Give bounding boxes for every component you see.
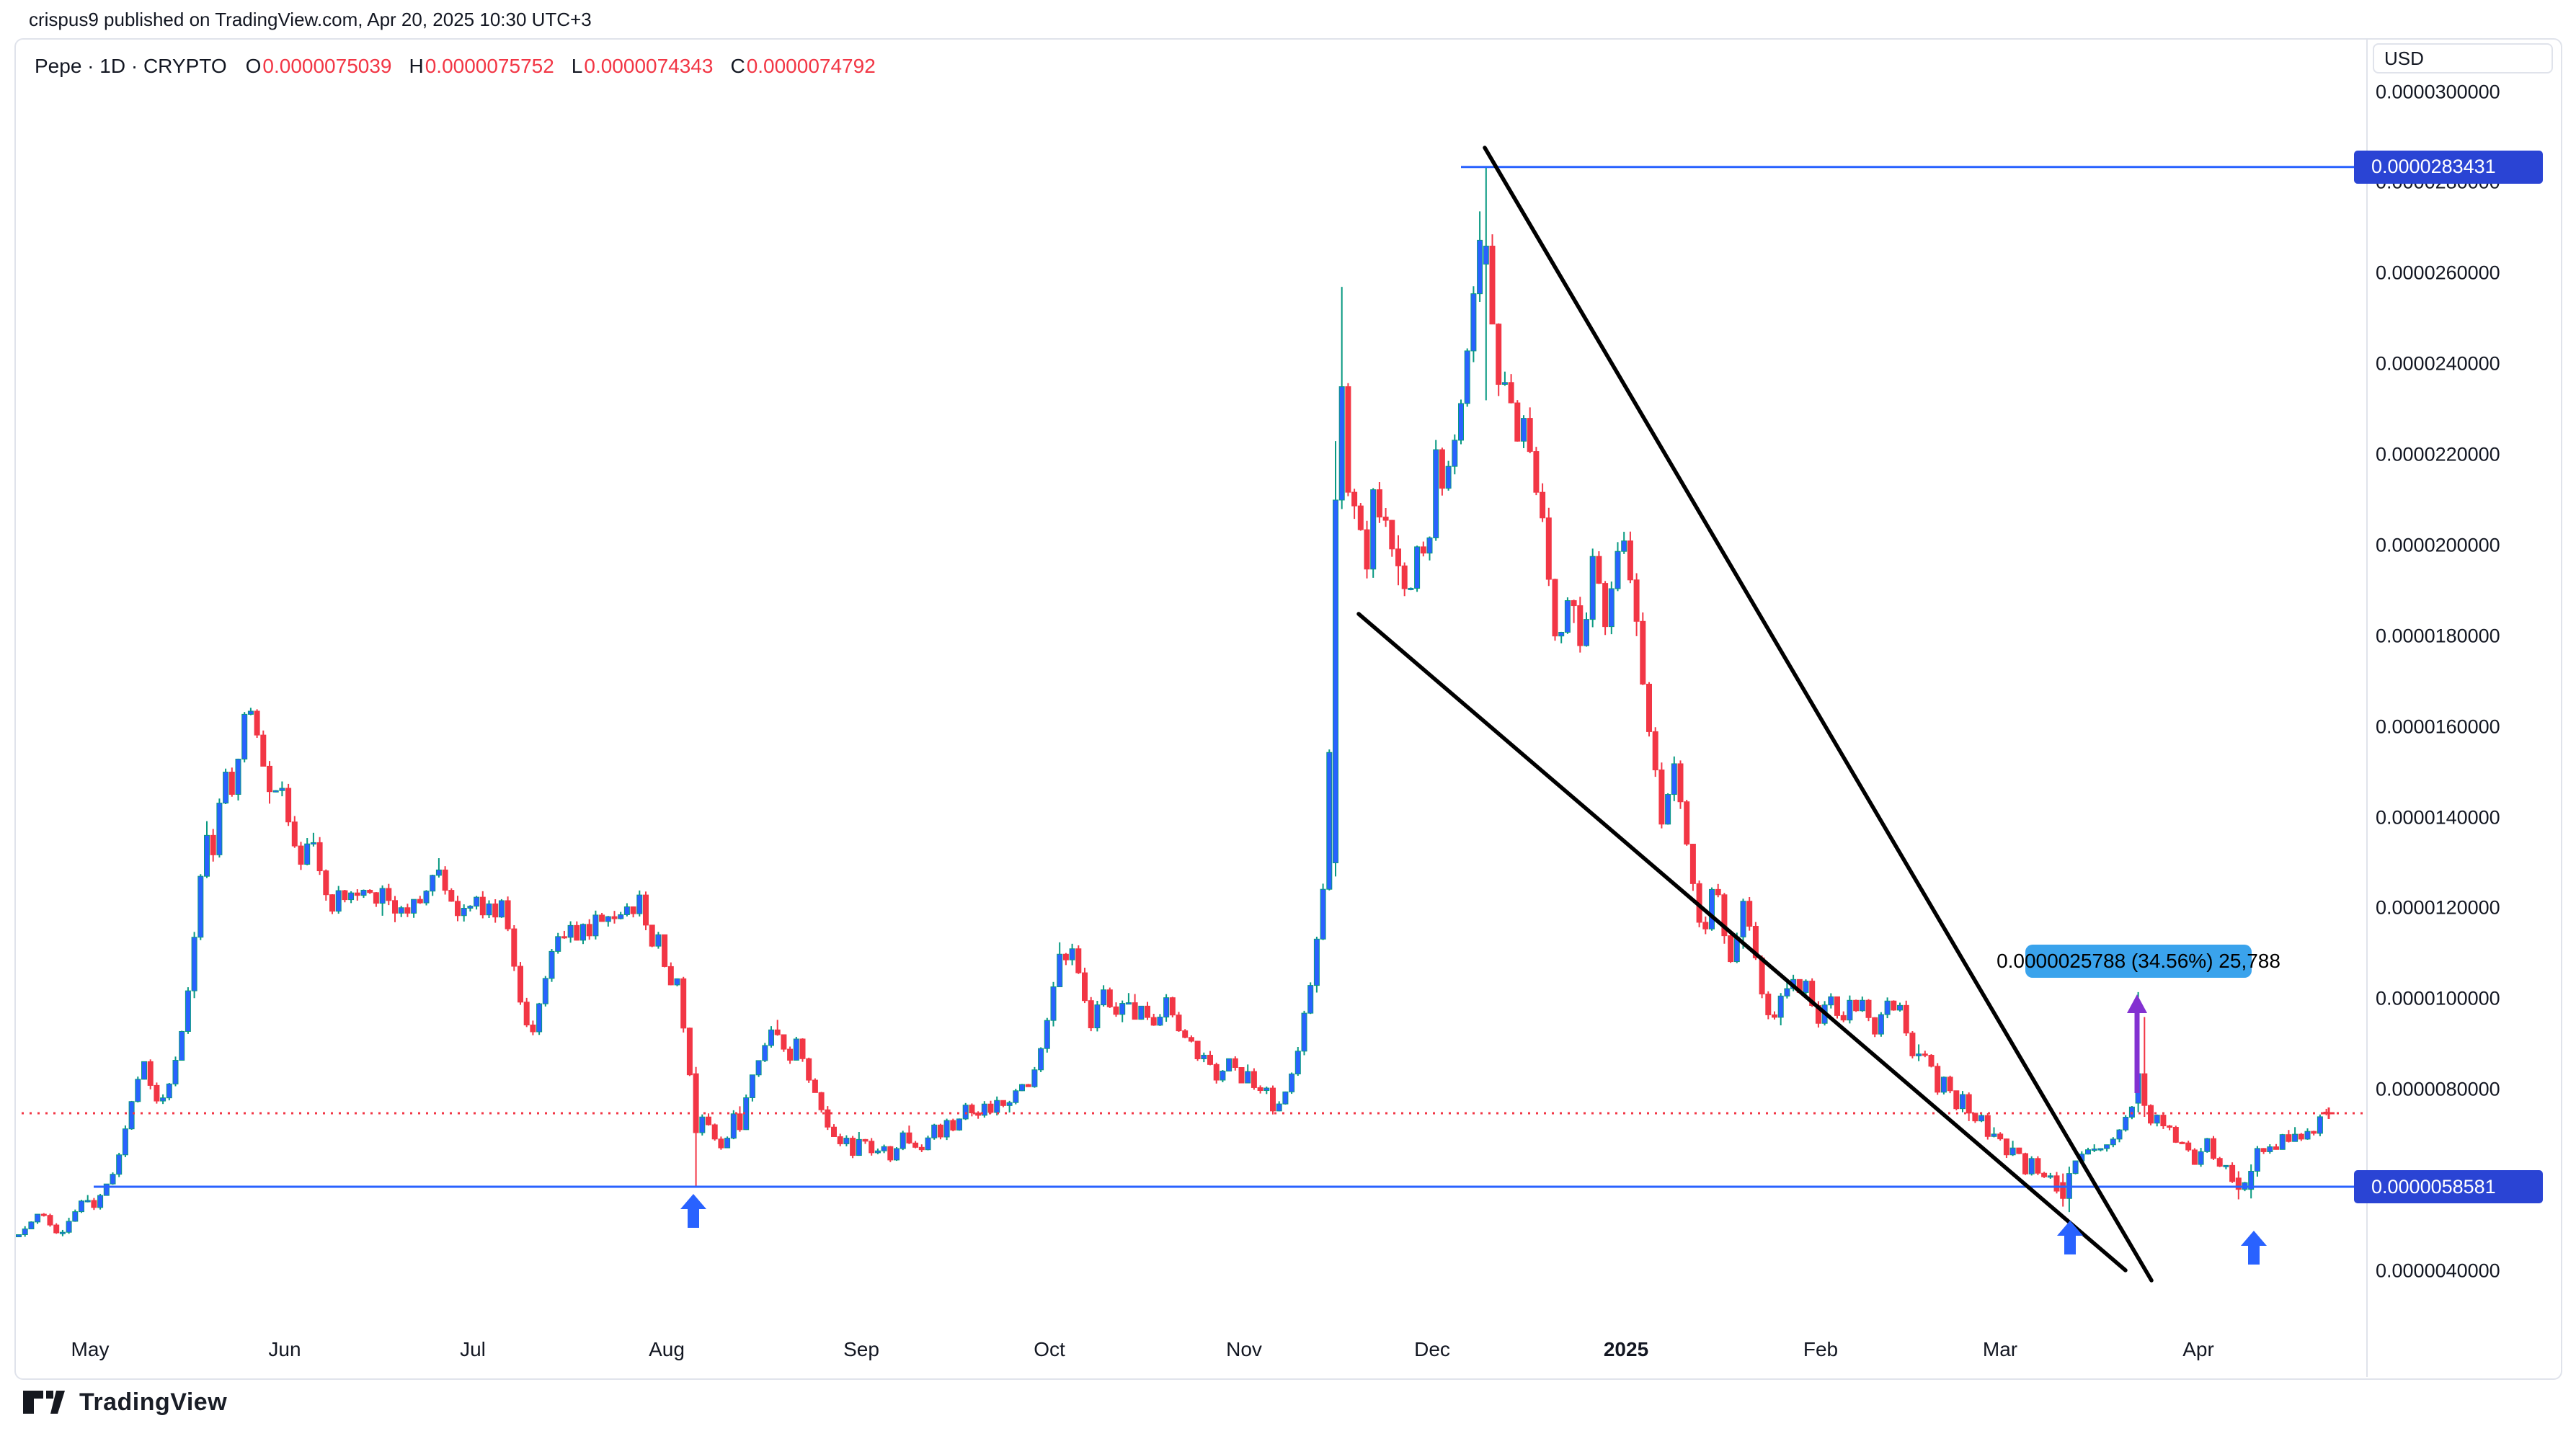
up-arrow-marker	[680, 1194, 706, 1228]
tradingview-brand-text[interactable]: TradingView	[79, 1388, 228, 1416]
price-axis-label: 0.0000240000	[2376, 352, 2500, 375]
wedge-trendline	[1356, 612, 2128, 1272]
tradingview-logo-icon[interactable]	[22, 1386, 66, 1418]
price-axis-label: 0.0000300000	[2376, 81, 2500, 102]
up-arrow-marker	[2057, 1221, 2083, 1254]
resistance-price-badge: 0.0000283431	[2354, 150, 2543, 184]
price-axis-label: 0.0000180000	[2376, 625, 2500, 647]
price-axis-label: 0.0000040000	[2376, 1260, 2500, 1282]
time-axis-label: Feb	[1803, 1338, 1839, 1360]
price-axis-separator	[2366, 40, 2368, 1377]
up-arrow-marker	[2241, 1231, 2267, 1265]
time-axis-label: Aug	[649, 1338, 685, 1360]
time-axis-label: Jun	[268, 1338, 301, 1360]
price-axis-label: 0.0000160000	[2376, 716, 2500, 738]
measure-arrow-head	[2127, 994, 2147, 1013]
wedge-trendline	[1483, 146, 2154, 1283]
time-axis-label: Nov	[1226, 1338, 1262, 1360]
ohlc-L: L 0.0000074343	[571, 55, 714, 77]
time-axis-label: Jul	[460, 1338, 486, 1360]
ohlc-H: H 0.0000075752	[409, 55, 554, 77]
price-axis-label: 0.0000260000	[2376, 262, 2500, 284]
ohlc-C: C 0.0000074792	[730, 55, 876, 77]
chart-pane	[14, 38, 2562, 1380]
price-axis-label: 0.0000220000	[2376, 443, 2500, 465]
time-axis-label: May	[71, 1338, 110, 1360]
symbol-title: Pepe · 1D · CRYPTO	[35, 55, 227, 77]
ohlc-O: O 0.0000075039	[245, 55, 392, 77]
time-axis-label: 2025	[1603, 1338, 1649, 1360]
attribution-text: crispus9 published on TradingView.com, A…	[29, 9, 592, 30]
time-axis-label: Sep	[843, 1338, 879, 1360]
price-axis-label: 0.0000140000	[2376, 806, 2500, 829]
support-price-badge: 0.0000058581	[2354, 1170, 2543, 1203]
footer: TradingView	[22, 1386, 227, 1418]
price-axis-label: 0.0000200000	[2376, 534, 2500, 556]
symbol-legend: Pepe · 1D · CRYPTO O 0.0000075039 H 0.00000…	[35, 55, 876, 78]
price-axis-label: 0.0000120000	[2376, 896, 2500, 919]
measure-tooltip: 0.0000025788 (34.56%) 25,788	[1997, 945, 2280, 978]
price-axis-label: 0.0000080000	[2376, 1078, 2500, 1100]
currency-toggle-button[interactable]: USD	[2373, 43, 2553, 73]
price-axis-label: 0.0000100000	[2376, 987, 2500, 1009]
time-axis-label: Mar	[1982, 1338, 2018, 1360]
time-axis-label: Dec	[1414, 1338, 1450, 1360]
currency-label: USD	[2384, 47, 2424, 69]
ohlc-values: O 0.0000075039 H 0.0000075752 L 0.0000074343 C…	[246, 55, 876, 78]
time-axis-label: Oct	[1034, 1338, 1065, 1360]
time-axis-label: Apr	[2182, 1338, 2214, 1360]
